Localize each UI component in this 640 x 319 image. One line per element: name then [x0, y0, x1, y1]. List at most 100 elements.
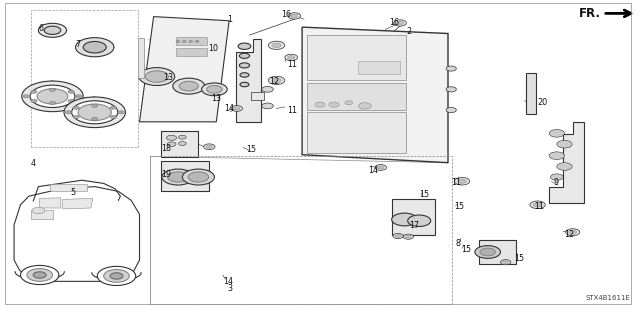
Circle shape: [31, 90, 37, 93]
Bar: [358, 61, 400, 74]
Circle shape: [358, 103, 371, 109]
Bar: [31, 10, 138, 147]
Circle shape: [168, 172, 188, 182]
Circle shape: [76, 95, 82, 98]
Circle shape: [118, 111, 124, 114]
Circle shape: [166, 135, 177, 140]
Circle shape: [446, 66, 456, 71]
Circle shape: [207, 85, 222, 93]
Text: 12: 12: [269, 77, 279, 86]
Text: 15: 15: [454, 202, 465, 211]
Circle shape: [239, 63, 250, 68]
Text: 18: 18: [161, 144, 172, 153]
Circle shape: [73, 115, 79, 118]
Circle shape: [176, 41, 180, 42]
Bar: [526, 73, 536, 114]
Text: 15: 15: [514, 254, 524, 263]
Circle shape: [397, 21, 404, 25]
Circle shape: [268, 41, 285, 49]
Circle shape: [557, 163, 572, 170]
Circle shape: [68, 90, 74, 93]
Circle shape: [566, 229, 580, 236]
Circle shape: [32, 207, 45, 214]
Text: 14: 14: [224, 104, 234, 113]
Circle shape: [23, 95, 29, 98]
Text: 15: 15: [419, 190, 429, 199]
Polygon shape: [302, 27, 448, 163]
Circle shape: [83, 41, 106, 53]
Text: 11: 11: [451, 178, 461, 187]
Circle shape: [30, 85, 75, 108]
Text: 8: 8: [456, 239, 461, 248]
Text: 19: 19: [161, 170, 172, 179]
Circle shape: [446, 87, 456, 92]
Circle shape: [408, 215, 431, 226]
Circle shape: [73, 106, 79, 109]
Text: 16: 16: [282, 10, 292, 19]
Circle shape: [394, 20, 406, 26]
Circle shape: [240, 73, 249, 77]
Text: 13: 13: [163, 73, 173, 82]
Circle shape: [167, 142, 176, 146]
Circle shape: [272, 78, 281, 83]
Circle shape: [393, 234, 403, 239]
Circle shape: [239, 53, 250, 58]
Circle shape: [104, 270, 129, 282]
Circle shape: [31, 99, 37, 102]
Bar: [176, 48, 207, 56]
Circle shape: [179, 142, 186, 145]
Circle shape: [20, 265, 59, 285]
Circle shape: [179, 81, 198, 91]
Text: 11: 11: [287, 106, 297, 115]
Text: 2: 2: [406, 27, 412, 36]
Circle shape: [557, 140, 572, 148]
Circle shape: [375, 165, 387, 170]
Bar: [31, 210, 53, 219]
Circle shape: [68, 99, 74, 102]
Circle shape: [162, 169, 194, 185]
Text: 4: 4: [31, 159, 36, 168]
Circle shape: [288, 13, 301, 19]
Circle shape: [182, 169, 214, 185]
Circle shape: [179, 135, 186, 139]
Polygon shape: [63, 198, 93, 209]
Circle shape: [64, 97, 125, 128]
Text: 6: 6: [38, 24, 44, 33]
Circle shape: [406, 235, 411, 238]
Circle shape: [238, 43, 251, 49]
Circle shape: [139, 68, 175, 85]
Circle shape: [22, 81, 83, 112]
Circle shape: [110, 106, 116, 109]
Text: 14: 14: [223, 277, 233, 286]
Circle shape: [33, 272, 46, 278]
Circle shape: [503, 261, 508, 263]
Circle shape: [285, 54, 298, 61]
Circle shape: [188, 172, 209, 182]
Circle shape: [262, 86, 273, 92]
Circle shape: [145, 71, 168, 82]
Bar: [150, 156, 452, 304]
Circle shape: [500, 260, 511, 265]
Circle shape: [458, 179, 467, 183]
Circle shape: [92, 117, 98, 120]
Circle shape: [272, 43, 281, 48]
Circle shape: [72, 101, 118, 124]
Circle shape: [182, 41, 186, 42]
Bar: [161, 131, 198, 157]
Polygon shape: [236, 39, 261, 122]
Circle shape: [38, 23, 67, 37]
Circle shape: [329, 102, 339, 107]
Circle shape: [92, 104, 98, 107]
Text: 1: 1: [227, 15, 232, 24]
Circle shape: [480, 248, 495, 256]
Bar: [176, 37, 207, 45]
Circle shape: [110, 115, 116, 118]
Text: 15: 15: [461, 245, 471, 254]
Polygon shape: [549, 122, 584, 203]
Circle shape: [569, 230, 577, 234]
Text: 16: 16: [389, 19, 399, 27]
Text: FR.: FR.: [579, 7, 601, 20]
Circle shape: [195, 41, 199, 42]
Circle shape: [206, 145, 212, 148]
Circle shape: [65, 111, 72, 114]
